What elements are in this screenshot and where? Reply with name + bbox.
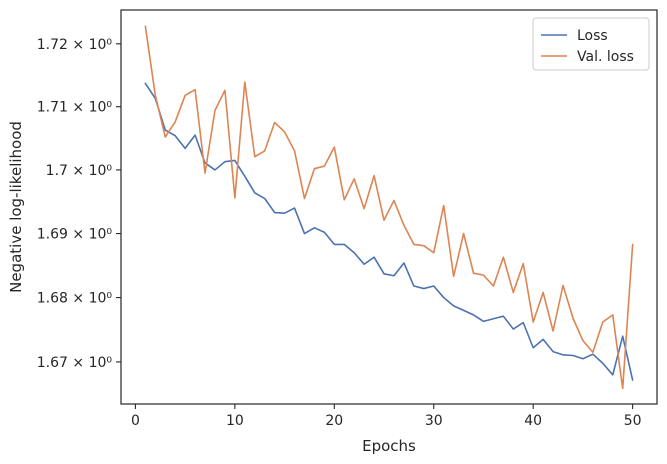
y-tick-label: 1.69 × 10⁰ (37, 227, 113, 243)
x-tick-label: 0 (131, 413, 140, 429)
series-line-val-loss (144, 25, 634, 390)
x-tick-label: 20 (325, 413, 343, 429)
plot-area (144, 25, 634, 390)
y-tick-label: 1.71 × 10⁰ (37, 100, 113, 116)
x-tick-label: 30 (425, 413, 443, 429)
y-tick-label: 1.67 × 10⁰ (37, 355, 113, 371)
legend-label: Val. loss (577, 49, 634, 65)
x-axis-ticks: 0 10 20 30 40 50 (131, 404, 642, 429)
y-tick-label: 1.72 × 10⁰ (37, 37, 113, 53)
plot-frame (120, 9, 658, 405)
y-axis-label: Negative log-likelihood (7, 121, 25, 293)
y-tick-label: 1.7 × 10⁰ (46, 163, 113, 179)
x-tick-label: 50 (624, 413, 642, 429)
legend: Loss Val. loss (532, 17, 650, 71)
legend-box (532, 17, 650, 71)
legend-label: Loss (577, 28, 608, 44)
x-tick-label: 40 (524, 413, 542, 429)
y-axis-ticks: 1.67 × 10⁰ 1.68 × 10⁰ 1.69 × 10⁰ 1.7 × 10⁰ 1… (37, 37, 121, 371)
series-line-loss (144, 82, 634, 381)
y-tick-label: 1.68 × 10⁰ (37, 291, 113, 307)
x-axis-label: Epochs (362, 437, 416, 455)
x-tick-label: 10 (226, 413, 244, 429)
